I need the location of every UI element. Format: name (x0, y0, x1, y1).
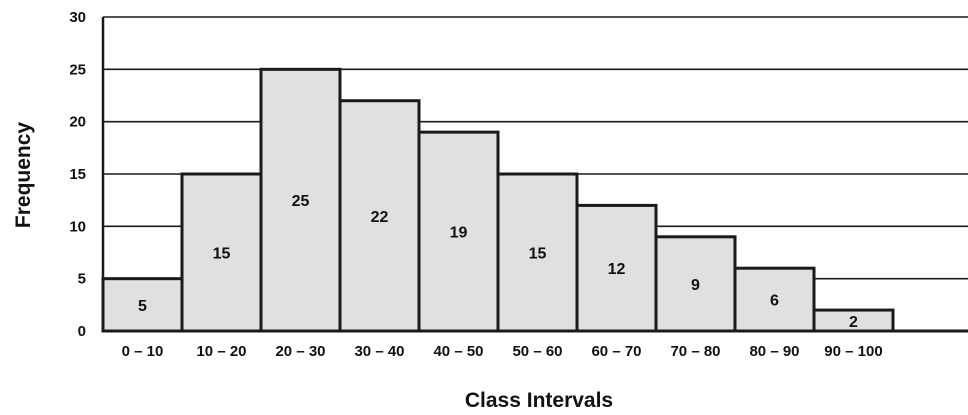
y-tick-label: 25 (69, 61, 86, 78)
x-tick-label: 30 – 40 (354, 343, 404, 360)
bar-data-labels: 5 15 25 22 19 15 12 9 6 2 (138, 193, 858, 331)
y-tick-label: 10 (69, 218, 86, 235)
bar-data-label: 15 (529, 246, 547, 263)
bars (101, 67, 895, 333)
bar (417, 130, 500, 333)
bar-data-label: 6 (770, 293, 779, 310)
bar-data-label: 25 (292, 193, 310, 210)
x-tick-label: 90 – 100 (824, 343, 882, 360)
y-tick-label: 15 (69, 166, 86, 183)
bar (654, 235, 737, 333)
x-axis-title: Class Intervals (465, 389, 613, 412)
bar-data-label: 2 (849, 314, 858, 331)
x-tick-label: 10 – 20 (196, 343, 246, 360)
x-tick-label: 40 – 50 (433, 343, 483, 360)
y-axis-title: Frequency (12, 122, 35, 229)
x-tick-label: 50 – 60 (512, 343, 562, 360)
y-tick-labels: 0 5 10 15 20 25 30 (69, 9, 86, 340)
bar (575, 203, 658, 333)
x-tick-label: 80 – 90 (749, 343, 799, 360)
bar-data-label: 5 (138, 298, 147, 315)
bar-data-label: 12 (608, 261, 626, 278)
y-tick-label: 30 (69, 9, 86, 26)
bar-data-label: 19 (450, 225, 468, 242)
x-tick-labels: 0 – 10 10 – 20 20 – 30 30 – 40 40 – 50 50 – 6… (122, 343, 883, 360)
x-tick-label: 20 – 30 (275, 343, 325, 360)
bar-data-label: 22 (371, 209, 389, 226)
y-tick-label: 0 (78, 323, 86, 340)
x-tick-label: 0 – 10 (122, 343, 164, 360)
x-tick-label: 60 – 70 (591, 343, 641, 360)
y-tick-label: 20 (69, 114, 86, 131)
axes (101, 17, 968, 333)
bar (496, 172, 579, 333)
y-tick-label: 5 (78, 271, 86, 288)
bar-data-label: 15 (213, 246, 231, 263)
bar-data-label: 9 (691, 277, 700, 294)
x-tick-label: 70 – 80 (670, 343, 720, 360)
